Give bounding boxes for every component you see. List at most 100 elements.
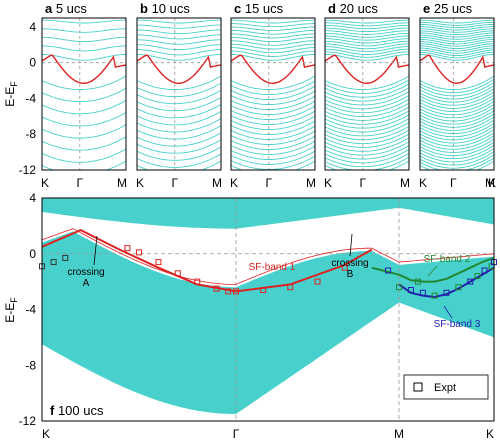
slab-band-line — [420, 54, 494, 61]
panel-label: 20 ucs — [340, 1, 379, 16]
slab-band-line — [231, 125, 315, 140]
slab-band-line — [231, 120, 315, 135]
expt-point — [419, 289, 426, 296]
panel-f-title: f 100 ucs — [50, 403, 104, 418]
slab-band-line — [420, 34, 494, 40]
slab-band-line — [231, 115, 315, 130]
annotation-crossing-b-line: B — [347, 269, 354, 280]
upper-edge-band — [42, 231, 494, 302]
slab-band-line — [420, 122, 494, 138]
slab-band-line — [231, 80, 315, 95]
slab-band-line — [231, 50, 315, 57]
panel-f-label: 100 ucs — [58, 403, 104, 418]
slab-band-line — [137, 89, 221, 105]
slab-band-line — [231, 75, 315, 90]
panel-frame — [41, 17, 127, 171]
slab-band-line — [420, 141, 494, 157]
slab-band-line — [137, 97, 221, 112]
slab-band-line — [231, 85, 315, 100]
slab-band-line — [325, 32, 409, 38]
slab-band-line — [137, 111, 221, 126]
slab-band-line — [42, 75, 126, 90]
panel-title: b 10 ucs — [140, 1, 190, 16]
top-x-tick-label: Γ — [359, 176, 366, 190]
slab-band-line — [325, 30, 409, 35]
slab-bands — [325, 19, 409, 170]
annotation-crossing-a-line: A — [83, 278, 90, 289]
slab-band-line — [325, 75, 409, 90]
slab-band-line — [137, 34, 221, 40]
slab-band-line — [325, 40, 409, 47]
slab-band-line — [325, 114, 409, 129]
annotation-crossing-b: crossing B — [331, 258, 368, 280]
slab-band-line — [231, 23, 315, 28]
expt-point — [213, 285, 220, 292]
slab-band-line — [325, 46, 409, 53]
slab-band-line — [42, 87, 126, 103]
slab-band-line — [420, 39, 494, 45]
slab-band-line — [137, 82, 221, 98]
slab-band-line — [325, 19, 409, 24]
slab-band-line — [42, 148, 126, 163]
top-panels: E-EF 4 0 -4 -8 -12 a 5 ucs K Γ Mb 10 ucs K Γ Mc 15 u… — [3, 1, 496, 190]
slab-band-line — [325, 95, 409, 110]
top-y-tick-label: -12 — [19, 163, 37, 177]
slab-band-line — [420, 144, 494, 160]
slab-band-line — [420, 43, 494, 50]
surface-band-red — [420, 54, 494, 85]
slab-band-line — [42, 136, 126, 151]
expt-point — [174, 270, 181, 277]
expt-point — [474, 273, 481, 280]
legend-marker — [413, 382, 423, 392]
panel-letter: e — [423, 1, 434, 16]
slab-band-line — [420, 116, 494, 131]
slab-band-line — [420, 49, 494, 57]
slab-band-line — [231, 150, 315, 165]
annotation-sf-band-1: SF-band 1 — [249, 262, 296, 273]
slab-bands — [231, 19, 315, 170]
panel-title: a 5 ucs — [45, 1, 87, 16]
slab-band-line — [231, 26, 315, 31]
slab-band-line — [325, 122, 409, 137]
slab-band-line — [42, 124, 126, 139]
slab-band-line — [420, 78, 494, 94]
series-line-sf-band-3 — [398, 266, 495, 298]
bottom-x-tick-label: Γ — [233, 427, 240, 441]
slab-band-line — [420, 32, 494, 38]
slab-band-line — [420, 129, 494, 144]
annotation-sf-band-2-line: SF-band 2 — [424, 254, 471, 265]
expt-point — [62, 254, 69, 261]
expt-point — [385, 267, 392, 274]
slab-band-line — [137, 125, 221, 140]
slab-band-line — [420, 119, 494, 135]
slab-band-line — [325, 133, 409, 148]
panel-letter: a — [45, 1, 56, 16]
slab-band-line — [325, 43, 409, 50]
slab-band-line — [231, 140, 315, 155]
slab-band-line — [325, 35, 409, 41]
top-x-tick-label: Γ — [171, 176, 178, 190]
top-x-tick-label: K — [324, 176, 332, 190]
top-x-tick-label: M — [306, 176, 316, 190]
expt-point — [467, 278, 474, 285]
panel-frame — [419, 17, 495, 171]
top-y-tick-label: 0 — [29, 56, 36, 70]
arrow-crossing-b — [349, 233, 353, 257]
expt-point — [136, 249, 142, 256]
slab-bands — [420, 19, 494, 170]
slab-band-line — [325, 22, 409, 27]
slab-band-line — [325, 24, 409, 30]
expt-point — [314, 278, 321, 285]
expt-point — [50, 259, 57, 266]
annotation-sf-band-3: SF-band 3 — [434, 319, 481, 330]
slab-band-line — [420, 45, 494, 52]
slab-band-line — [231, 43, 315, 50]
panel-a: a 5 ucs K Γ M — [41, 1, 127, 190]
top-y-tick-label: -8 — [25, 127, 36, 141]
slab-band-line — [42, 160, 126, 170]
expt-point — [225, 288, 232, 295]
slab-band-line — [137, 29, 221, 35]
slab-band-line — [42, 112, 126, 127]
top-x-tick-label: M — [485, 176, 495, 190]
